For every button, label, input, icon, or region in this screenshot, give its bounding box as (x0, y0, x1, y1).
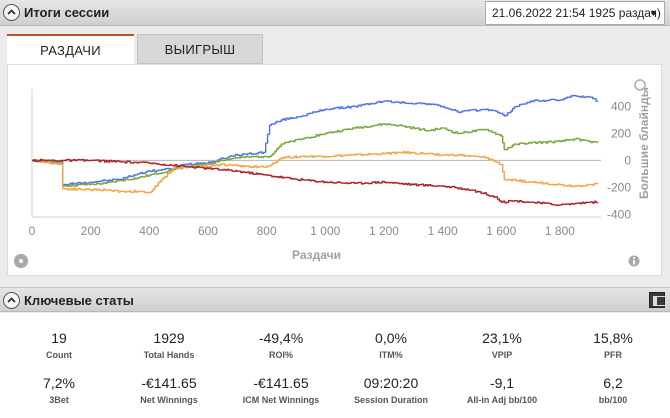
gear-icon[interactable] (13, 253, 29, 269)
x-tick-label: 400 (139, 224, 159, 238)
stat-label: Net Winnings (140, 395, 198, 405)
chevron-down-icon: ▼ (649, 8, 658, 18)
stat-icm-net-winnings: -€141.65 ICM Net Winnings (226, 375, 336, 405)
stat-label: ROI% (268, 350, 293, 360)
stat-value: 23,1% (482, 330, 522, 346)
stat-value: 15,8% (593, 330, 633, 346)
chevron-up-icon[interactable] (3, 292, 20, 309)
x-tick-label: 1 400 (428, 224, 458, 238)
x-tick-label: 1 800 (545, 224, 575, 238)
zoom-icon[interactable] (634, 79, 649, 94)
stat-3bet: 7,2% 3Bet (4, 375, 114, 405)
stat-total-hands: 1929 Total Hands (114, 330, 224, 360)
tab-hands[interactable]: РАЗДАЧИ (7, 34, 134, 64)
y-tick-label: 0 (624, 153, 631, 167)
y-tick-label: -200 (607, 180, 631, 194)
y-tick-label: -400 (607, 207, 631, 221)
series-line-4 (32, 158, 599, 207)
key-stats-header: Ключевые статы (0, 287, 670, 312)
key-stats-grid: 19 Count 1929 Total Hands -49,4% ROI% 0,0% I… (0, 313, 670, 418)
chart-panel: 0 200 400 600 800 1 000 1 200 1 400 1 600 1 800 40… (7, 64, 662, 276)
stat-label: PFR (604, 350, 622, 360)
session-summary-title: Итоги сессии (24, 5, 110, 20)
series-line-2 (32, 123, 599, 188)
y-axis-label: Большие блайнды (637, 87, 651, 199)
stat-roi: -49,4% ROI% (226, 330, 336, 360)
x-tick-label: 600 (198, 224, 218, 238)
stat-label: bb/100 (598, 395, 628, 405)
stat-net-winnings: -€141.65 Net Winnings (114, 375, 224, 405)
y-tick-label: 400 (611, 100, 631, 114)
x-tick-label: 1 200 (369, 224, 399, 238)
layout-icon[interactable] (649, 292, 666, 308)
session-select-value: 21.06.2022 21:54 1925 раздач) (492, 6, 661, 20)
stat-value: 0,0% (375, 330, 407, 346)
info-icon[interactable] (628, 255, 640, 267)
x-tick-label: 0 (29, 224, 36, 238)
tab-winnings[interactable]: ВЫИГРЫШ (137, 34, 263, 64)
stat-value: -49,4% (258, 330, 304, 346)
winnings-chart: 0 200 400 600 800 1 000 1 200 1 400 1 600 1 800 40… (13, 79, 651, 269)
x-tick-label: 800 (257, 224, 277, 238)
x-tick-label: 1 600 (486, 224, 516, 238)
stat-value: 1929 (153, 330, 185, 346)
stat-value: -9,1 (489, 375, 515, 391)
stat-bb100: 6,2 bb/100 (558, 375, 668, 405)
stat-value: 19 (51, 330, 67, 346)
session-summary-header: Итоги сессии 21.06.2022 21:54 1925 разда… (0, 0, 670, 26)
stat-value: -€141.65 (141, 375, 197, 391)
stat-itm: 0,0% ITM% (336, 330, 446, 360)
session-select[interactable]: 21.06.2022 21:54 1925 раздач) ▼ (485, 1, 665, 25)
stat-label: Total Hands (143, 350, 195, 360)
stat-allin-adj-bb100: -9,1 All-in Adj bb/100 (447, 375, 557, 405)
stat-label: 3Bet (49, 395, 69, 405)
stat-label: VPIP (491, 350, 513, 360)
tab-hands-label: РАЗДАЧИ (40, 42, 101, 58)
stat-label: Count (46, 350, 72, 360)
x-tick-label: 200 (81, 224, 101, 238)
key-stats-title: Ключевые статы (24, 293, 134, 308)
stat-value: -€141.65 (253, 375, 309, 391)
x-axis-label: Раздачи (292, 248, 341, 262)
stat-value: 09:20:20 (363, 375, 419, 391)
stat-value: 6,2 (603, 375, 623, 391)
chevron-up-icon[interactable] (3, 4, 20, 21)
stat-pfr: 15,8% PFR (558, 330, 668, 360)
stat-label: Session Duration (353, 395, 428, 405)
x-tick-label: 1 000 (310, 224, 340, 238)
stat-label: ICM Net Winnings (242, 395, 320, 405)
series-line-3 (32, 151, 599, 194)
tab-winnings-label: ВЫИГРЫШ (164, 41, 236, 57)
stat-count: 19 Count (4, 330, 114, 360)
stat-value: 7,2% (43, 375, 75, 391)
y-tick-label: 200 (611, 126, 631, 140)
stat-label: ITM% (379, 350, 403, 360)
series-line-1 (32, 94, 599, 186)
stat-label: All-in Adj bb/100 (466, 395, 538, 405)
stat-vpip: 23,1% VPIP (447, 330, 557, 360)
stat-session-duration: 09:20:20 Session Duration (336, 375, 446, 405)
